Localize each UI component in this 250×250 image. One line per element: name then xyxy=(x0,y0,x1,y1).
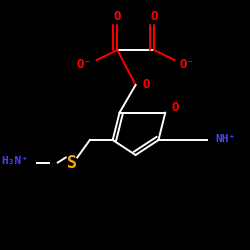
Text: O: O xyxy=(171,101,178,114)
Text: O: O xyxy=(114,10,121,22)
Text: O⁻: O⁻ xyxy=(180,58,194,71)
Text: H₃N⁺: H₃N⁺ xyxy=(1,156,28,166)
Text: S: S xyxy=(66,154,76,172)
Text: O: O xyxy=(150,10,158,22)
Text: O: O xyxy=(142,78,150,92)
Text: O⁻: O⁻ xyxy=(76,58,92,71)
Text: NH⁺: NH⁺ xyxy=(216,134,236,144)
